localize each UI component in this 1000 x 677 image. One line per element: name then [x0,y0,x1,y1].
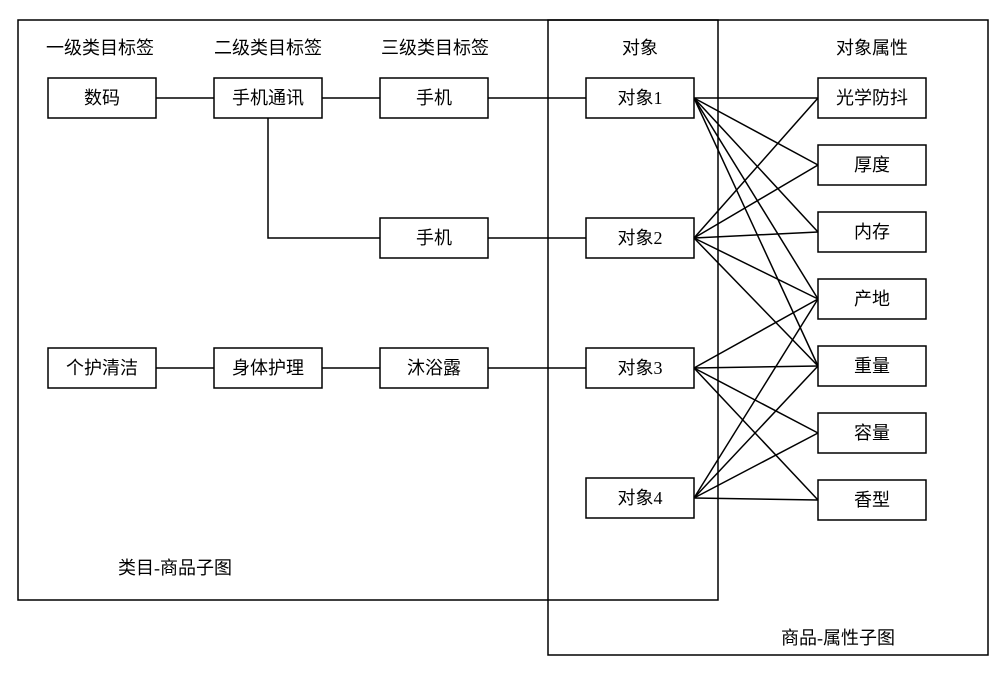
node-a6: 容量 [818,413,926,453]
node-label: 手机通讯 [232,88,304,108]
node-label: 香型 [854,490,890,510]
node-a1: 光学防抖 [818,78,926,118]
node-c3b: 手机 [380,218,488,258]
node-label: 沐浴露 [407,358,461,378]
node-label: 光学防抖 [836,88,908,108]
node-o4: 对象4 [586,478,694,518]
node-label: 重量 [854,356,890,376]
node-label: 内存 [854,222,890,242]
node-a3: 内存 [818,212,926,252]
node-a7: 香型 [818,480,926,520]
node-label: 产地 [854,289,890,309]
header-h3: 三级类目标签 [381,38,489,58]
node-label: 对象2 [618,228,663,248]
caption-left: 类目-商品子图 [118,558,232,578]
header-h4: 对象 [622,38,658,58]
node-label: 厚度 [854,155,890,175]
node-label: 对象3 [618,358,663,378]
node-c2b: 身体护理 [214,348,322,388]
node-o1: 对象1 [586,78,694,118]
node-c3a: 手机 [380,78,488,118]
node-c1b: 个护清洁 [48,348,156,388]
node-label: 对象4 [618,488,663,508]
node-a5: 重量 [818,346,926,386]
header-h5: 对象属性 [836,38,908,58]
node-o3: 对象3 [586,348,694,388]
node-label: 身体护理 [232,358,304,378]
node-a2: 厚度 [818,145,926,185]
node-label: 数码 [84,88,120,108]
node-label: 个护清洁 [66,358,138,378]
caption-right: 商品-属性子图 [781,628,895,648]
node-label: 手机 [416,88,452,108]
node-label: 手机 [416,228,452,248]
header-h2: 二级类目标签 [214,38,322,58]
node-label: 对象1 [618,88,663,108]
diagram-canvas: 数码手机通讯手机手机个护清洁身体护理沐浴露对象1对象2对象3对象4光学防抖厚度内… [0,0,1000,677]
header-h1: 一级类目标签 [46,38,154,58]
node-c1a: 数码 [48,78,156,118]
node-o2: 对象2 [586,218,694,258]
node-a4: 产地 [818,279,926,319]
node-label: 容量 [854,423,890,443]
node-c2a: 手机通讯 [214,78,322,118]
node-c3c: 沐浴露 [380,348,488,388]
